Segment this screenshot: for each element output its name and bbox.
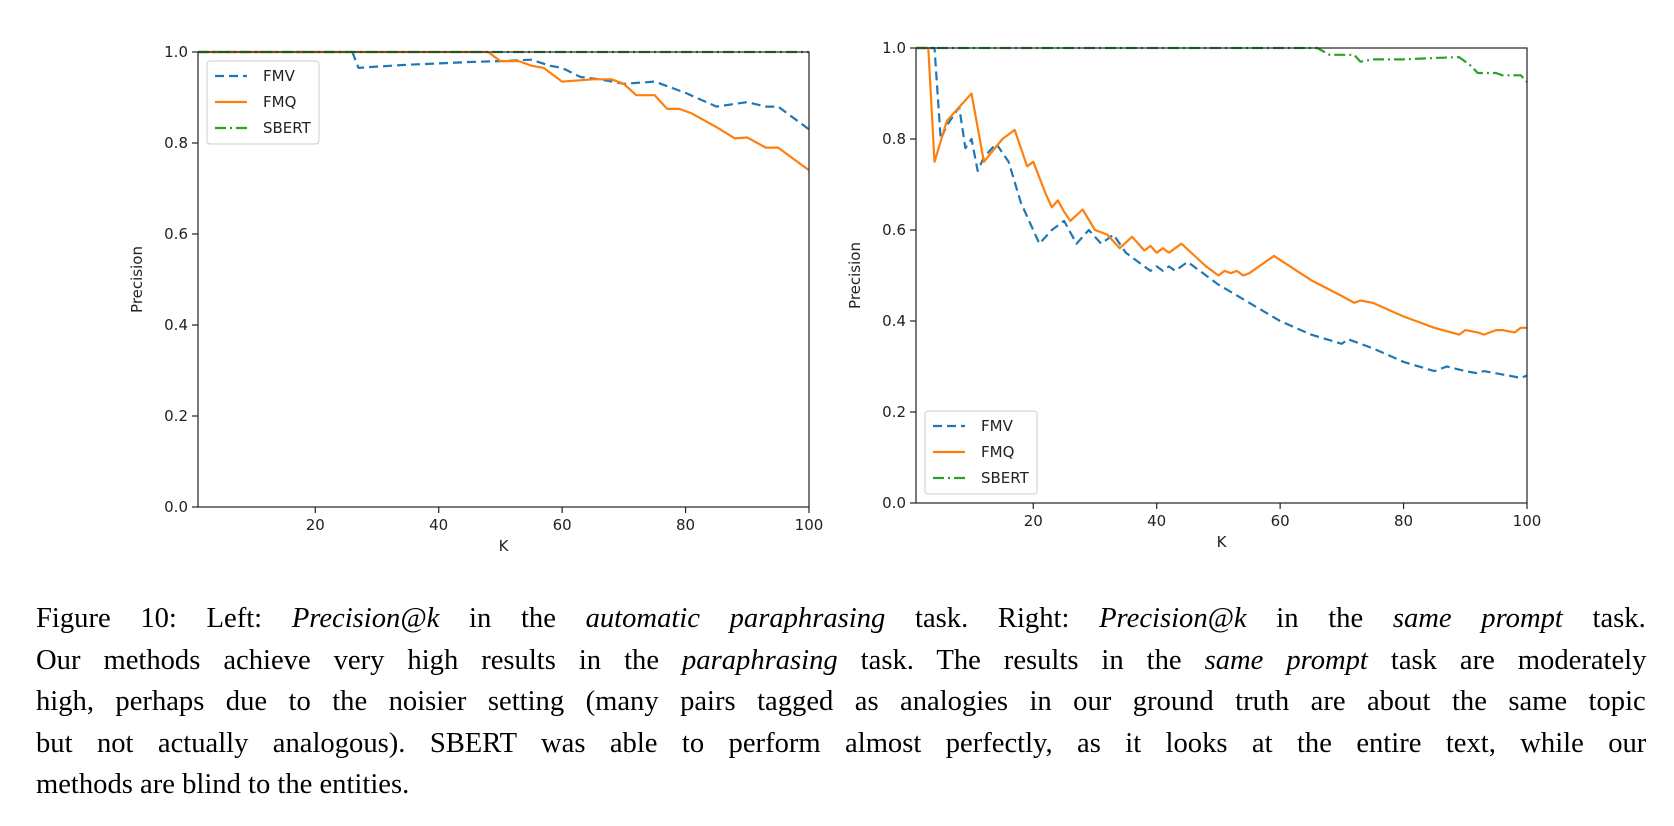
x-tick-label: 40 (1147, 512, 1166, 530)
y-tick-label: 0.6 (882, 221, 906, 239)
series-line-fmv (916, 46, 1528, 379)
y-tick-label: 0.4 (164, 316, 188, 334)
y-axis-label: Precision (846, 242, 864, 309)
caption-text: methods are blind to the entities. (36, 769, 410, 800)
chart-panel-1: 20 40 60 80 100 0.0 0.2 0.4 0.6 0.8 1.0 K Precision F… (128, 43, 823, 555)
y-tick-label: 0.0 (882, 494, 906, 512)
series-line-fmq (198, 50, 810, 172)
x-tick-label: 80 (1394, 512, 1413, 530)
y-tick-label: 0.2 (164, 407, 188, 425)
caption-italic-text: Precision@k (1099, 603, 1247, 634)
y-tick-label: 0.0 (164, 498, 188, 516)
caption-text: task. (1562, 603, 1646, 634)
legend-box (206, 60, 320, 145)
x-tick-label: 100 (795, 516, 824, 534)
legend-label-sbert: SBERT (263, 119, 312, 137)
x-tick-label: 100 (1513, 512, 1542, 530)
plot-frame (197, 51, 810, 508)
caption-line: Figure 10: Left: Precision@k in the auto… (36, 598, 1646, 640)
legend-label-fmq: FMQ (981, 443, 1014, 461)
y-tick-label: 0.8 (164, 134, 188, 152)
figure-caption: Figure 10: Left: Precision@k in the auto… (36, 598, 1646, 806)
y-tick-label: 0.8 (882, 130, 906, 148)
chart-panel-2: 20 40 60 80 100 0.0 0.2 0.4 0.6 0.8 1.0 K Precision F… (846, 39, 1541, 551)
caption-italic-text: same prompt (1204, 644, 1368, 676)
caption-text: high, perhaps due to the noisier setting… (36, 686, 1646, 717)
legend: FMV FMQ SBERT (206, 60, 320, 145)
caption-text: task are moderately (1367, 644, 1647, 676)
series-line-fmv (198, 50, 810, 131)
caption-line: high, perhaps due to the noisier setting… (36, 681, 1646, 723)
x-axis-label: K (499, 537, 510, 555)
caption-text: task. Right: (885, 603, 1100, 634)
legend: FMV FMQ SBERT (924, 410, 1038, 495)
series-line-sbert (916, 46, 1528, 83)
caption-text: in the (439, 603, 586, 634)
y-axis-label: Precision (128, 246, 146, 313)
caption-text: Figure 10: Left: (36, 603, 292, 634)
x-tick-label: 40 (429, 516, 448, 534)
caption-text: but not actually analogous). SBERT was a… (36, 727, 1647, 759)
x-tick-label: 60 (553, 516, 572, 534)
x-tick-label: 80 (676, 516, 695, 534)
caption-line: but not actually analogous). SBERT was a… (36, 723, 1646, 765)
caption-text: task. The results in the (837, 644, 1205, 676)
x-tick-label: 20 (306, 516, 325, 534)
y-tick-label: 0.4 (882, 312, 906, 330)
x-tick-label: 20 (1024, 512, 1043, 530)
legend-box (924, 410, 1038, 495)
legend-label-fmv: FMV (263, 67, 296, 85)
series-line-fmq (916, 46, 1527, 336)
legend-label-fmq: FMQ (263, 93, 296, 111)
legend-label-sbert: SBERT (981, 469, 1030, 487)
caption-italic-text: Precision@k (291, 603, 440, 634)
caption-line: methods are blind to the entities. (36, 764, 1646, 806)
y-tick-label: 1.0 (882, 39, 906, 57)
y-tick-label: 0.2 (882, 403, 906, 421)
y-tick-label: 0.6 (164, 225, 188, 243)
series-group (916, 46, 1528, 379)
caption-italic-text: paraphrasing (682, 644, 838, 676)
caption-line: Our methods achieve very high results in… (36, 640, 1646, 682)
y-tick-label: 1.0 (164, 43, 188, 61)
x-tick-label: 60 (1271, 512, 1290, 530)
legend-label-fmv: FMV (981, 417, 1014, 435)
caption-italic-text: automatic paraphrasing (585, 603, 886, 634)
caption-text: Our methods achieve very high results in… (36, 644, 682, 676)
x-axis-label: K (1217, 533, 1228, 551)
plot-frame (915, 47, 1528, 504)
caption-text: in the (1246, 603, 1393, 634)
caption-italic-text: same prompt (1392, 603, 1563, 634)
